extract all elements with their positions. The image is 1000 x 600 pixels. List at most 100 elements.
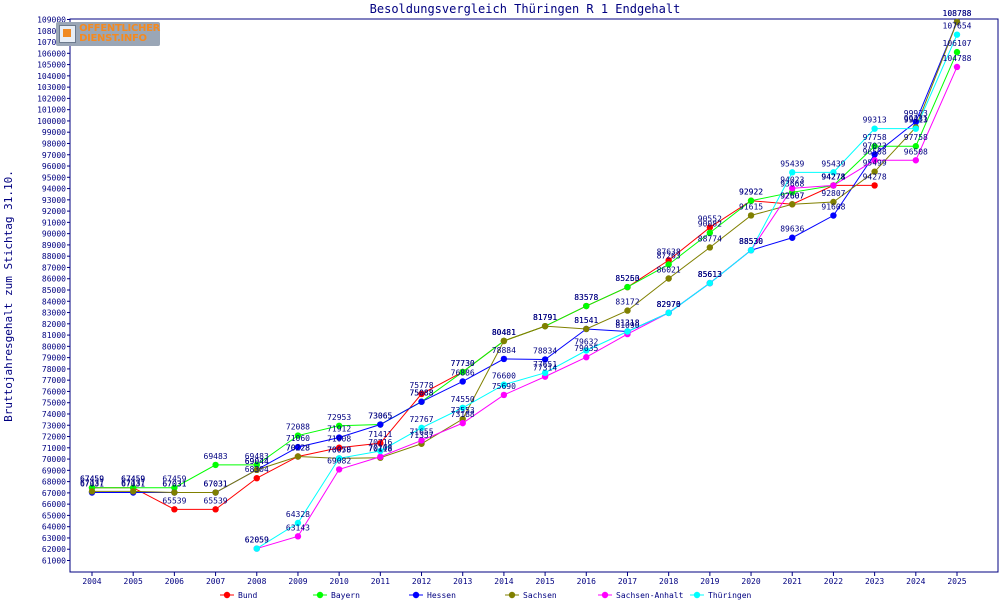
data-point-sachsen-anhalt: [294, 533, 302, 540]
y-tick-label: 83000: [42, 309, 66, 318]
data-point-th-ringen: [583, 347, 590, 354]
data-label-bayern: 90082: [698, 220, 722, 229]
data-label-hessen: 88530: [739, 237, 763, 246]
x-tick-label: 2025: [947, 577, 966, 586]
x-tick-label: 2023: [865, 577, 884, 586]
data-point-sachsen: [212, 489, 219, 496]
legend-item-bund: Bund: [220, 591, 257, 600]
y-axis-label: Bruttojahresgehalt zum Stichtag 31.10.: [2, 170, 15, 422]
data-label-bayern: 73065: [368, 412, 392, 421]
data-label-bund: 87638: [657, 247, 681, 256]
x-tick-label: 2018: [659, 577, 678, 586]
x-tick-label: 2012: [412, 577, 431, 586]
data-label-sachsen-anhalt: 70208: [368, 444, 392, 453]
data-label-bayern: 67459: [80, 475, 104, 484]
legend-item-bayern: Bayern: [313, 591, 360, 600]
data-label-th-ringen: 85613: [698, 270, 722, 279]
data-label-sachsen: 92607: [780, 191, 804, 200]
data-label-hessen: 89636: [780, 225, 804, 234]
data-label-bayern: 87263: [657, 251, 681, 260]
y-tick-label: 103000: [37, 83, 66, 92]
data-label-hessen: 78834: [533, 346, 557, 355]
data-point-sachsen-anhalt: [377, 453, 384, 460]
data-label-bayern: 83578: [574, 293, 598, 302]
data-label-bund: 83578: [574, 293, 598, 302]
y-tick-label: 76000: [42, 387, 66, 396]
data-point-th-ringen: [418, 424, 425, 432]
series-line-sachsen: [92, 21, 958, 494]
x-tick-label: 2009: [288, 577, 307, 586]
plot-area: [69, 18, 999, 573]
data-point-bund: [171, 506, 178, 513]
data-label-bund: 94278: [863, 172, 887, 181]
data-point-th-ringen: [541, 369, 549, 377]
data-label-sachsen: 70058: [327, 445, 351, 454]
data-point-sachsen-anhalt: [953, 63, 961, 71]
data-point-bayern: [212, 461, 219, 469]
data-label-th-ringen: 95439: [780, 159, 804, 168]
x-tick-label: 2004: [82, 577, 101, 586]
data-label-bund: 80481: [492, 328, 516, 337]
y-tick-label: 95000: [42, 173, 66, 182]
data-label-bayern: 72953: [327, 413, 351, 422]
data-label-hessen: 99923: [904, 109, 928, 118]
y-tick-label: 79000: [42, 354, 66, 363]
series-lines: [92, 21, 958, 550]
data-point-bund: [871, 182, 878, 189]
legend: Bund Bayern Hessen Sachsen Sachsen-Anhalt Thü…: [220, 591, 752, 600]
y-tick-label: 94000: [42, 185, 66, 194]
y-tick-label: 67000: [42, 489, 66, 498]
y-tick-label: 64000: [42, 523, 66, 532]
legend-label: Sachsen-Anhalt: [616, 591, 684, 600]
data-label-bayern: 72088: [286, 423, 310, 432]
legend-item-hessen: Hessen: [409, 591, 456, 600]
legend-marker: [601, 591, 609, 599]
data-label-sachsen-anhalt: 79035: [574, 344, 598, 353]
x-tick-label: 2019: [700, 577, 719, 586]
series-line-sachsen-anhalt: [256, 66, 958, 550]
data-point-sachsen: [500, 337, 508, 345]
data-label-hessen: 69044: [245, 457, 269, 466]
x-tick-label: 2010: [330, 577, 349, 586]
data-label-hessen: 67031: [204, 480, 228, 489]
data-point-hessen: [459, 378, 466, 385]
y-tick-label: 63000: [42, 534, 66, 543]
data-point-sachsen-anhalt: [912, 157, 920, 164]
legend-marker: [693, 591, 701, 599]
data-point-th-ringen: [665, 309, 672, 317]
data-point-th-ringen: [253, 545, 260, 552]
y-tick-label: 101000: [37, 106, 66, 115]
data-label-sachsen-anhalt: 75690: [492, 382, 516, 391]
data-label-sachsen: 70118: [368, 445, 392, 454]
data-label-bayern: 67459: [162, 475, 186, 484]
x-tick-label: 2021: [783, 577, 802, 586]
data-label-th-ringen: 79632: [574, 338, 598, 347]
data-label-hessen: 67031: [121, 480, 145, 489]
data-point-sachsen: [88, 488, 96, 495]
y-tick-label: 102000: [37, 94, 66, 103]
series-markers: [88, 18, 961, 552]
data-label-bund: 65539: [162, 496, 186, 505]
data-label-bayern: 92922: [739, 188, 763, 197]
x-tick-label: 2008: [247, 577, 266, 586]
data-label-sachsen-anhalt: 96508: [863, 147, 887, 156]
x-tick-label: 2024: [906, 577, 925, 586]
data-label-hessen: 81541: [574, 316, 598, 325]
data-point-sachsen: [583, 325, 590, 333]
data-label-th-ringen: 77651: [533, 360, 557, 369]
data-label-th-ringen: 99313: [863, 116, 887, 125]
x-tick-label: 2022: [824, 577, 843, 586]
data-point-th-ringen: [335, 455, 343, 462]
data-label-sachsen: 91615: [739, 202, 763, 211]
y-tick-label: 65000: [42, 511, 66, 520]
y-tick-label: 80000: [42, 342, 66, 351]
y-tick-label: 84000: [42, 297, 66, 306]
data-point-bayern: [294, 432, 302, 439]
data-label-sachsen: 95499: [863, 159, 887, 168]
data-label-bund: 94278: [821, 172, 845, 181]
data-label-hessen: 108788: [943, 9, 972, 18]
data-point-sachsen: [294, 453, 302, 460]
y-tick-label: 74000: [42, 410, 66, 419]
data-point-th-ringen: [294, 519, 302, 527]
